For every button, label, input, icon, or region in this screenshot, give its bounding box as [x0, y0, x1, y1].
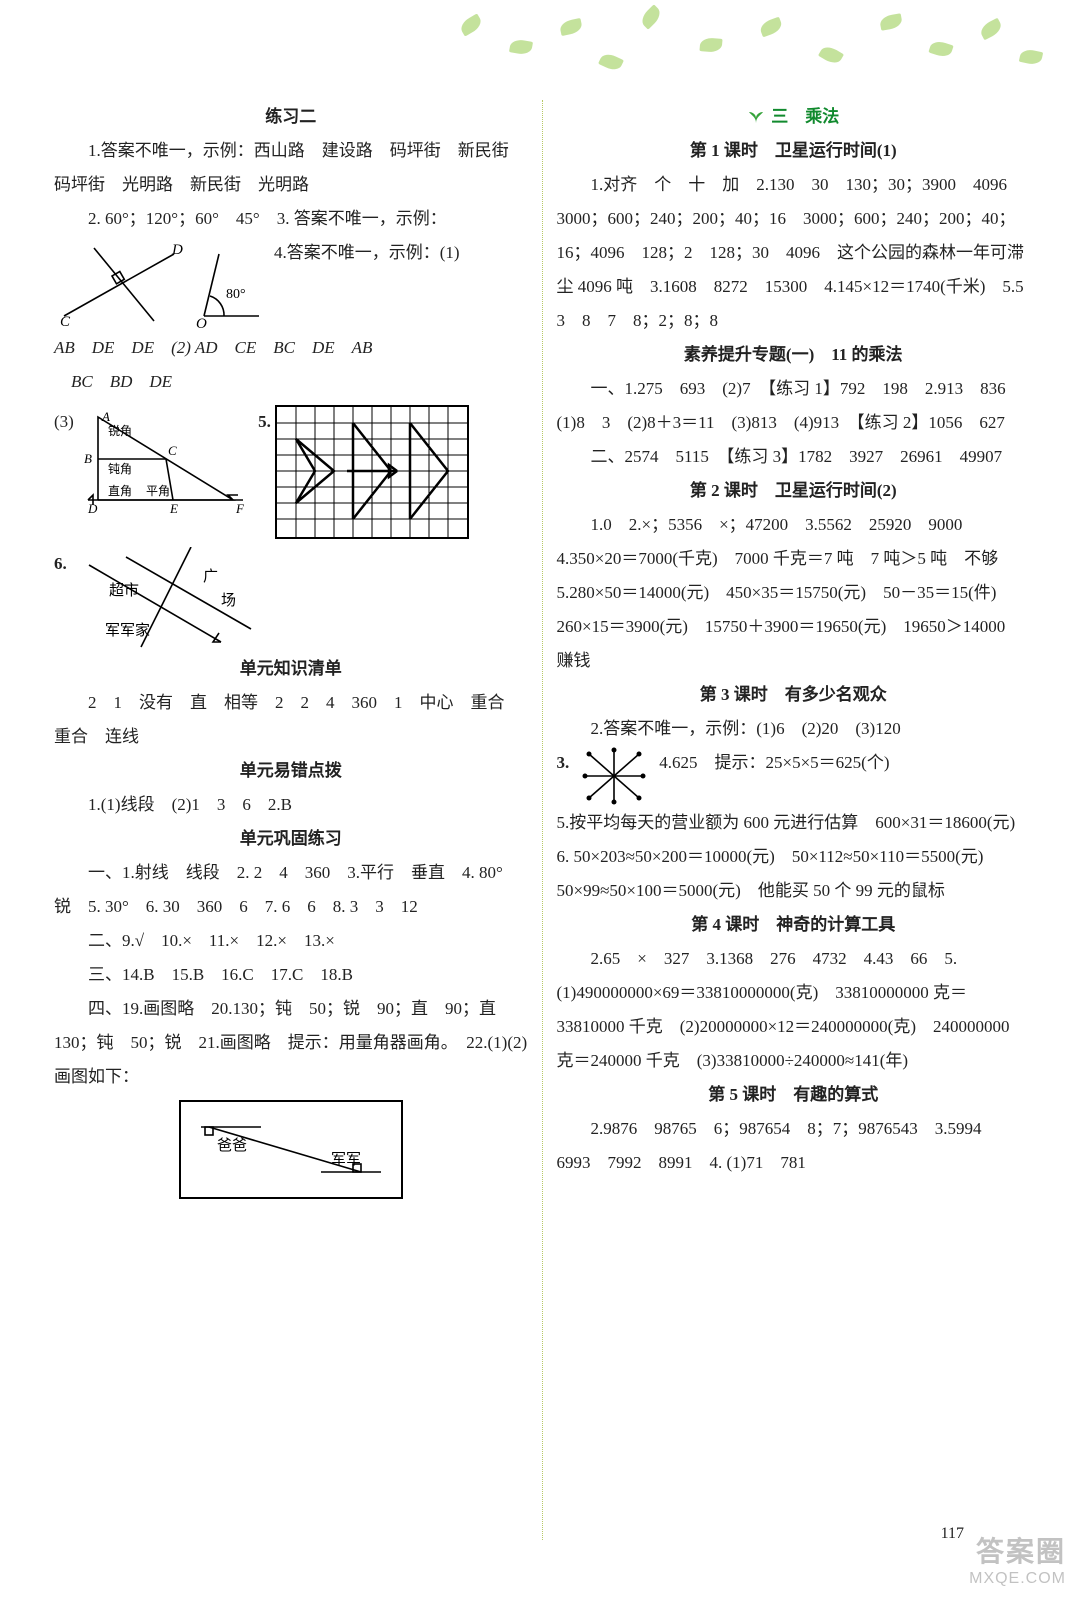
- leaf-icon: [978, 18, 1004, 41]
- label-A: A: [101, 409, 110, 424]
- label-D: D: [171, 242, 183, 258]
- leaf-icon: [598, 51, 624, 73]
- text: BC BD DE: [54, 365, 528, 399]
- unit-title: 三 乘法: [557, 100, 1031, 134]
- label-ping: 平角: [146, 484, 170, 498]
- text: 二、9.√ 10.× 11.× 12.× 13.×: [54, 924, 528, 958]
- text: 5.按平均每天的营业额为 600 元进行估算 600×31＝18600(元) 6…: [557, 806, 1031, 908]
- text: 一、1.275 693 (2)7 【练习 1】792 198 2.913 836…: [557, 372, 1031, 440]
- figure-star: [579, 746, 649, 806]
- figure-grid-arrows: [275, 405, 469, 539]
- figure-star-row: 3. 4.625 提示：25: [557, 746, 1031, 806]
- section-2: 第 2 课时 卫星运行时间(2): [557, 474, 1031, 508]
- label-rui: 锐角: [108, 424, 132, 438]
- text: 1.答案不唯一，示例：西山路 建设路 码坪街 新民街 码坪街 光明路 新民街 光…: [54, 134, 528, 202]
- figure-6-wrap: 6. 超市 军军家 广 场: [54, 547, 528, 652]
- leaf-icon: [758, 17, 783, 38]
- sprout-icon: [747, 101, 765, 115]
- watermark-line1: 答案圈: [969, 1535, 1066, 1569]
- watermark-line2: MXQE.COM: [969, 1569, 1066, 1588]
- figure-market: 超市 军军家 广 场: [71, 547, 271, 652]
- leaf-icon: [699, 37, 722, 53]
- leaf-icon: [879, 13, 903, 31]
- text: 二、2574 5115 【练习 3】1782 3927 26961 49907: [557, 440, 1031, 474]
- label-B: B: [84, 451, 92, 466]
- label-market: 超市: [109, 582, 139, 599]
- label-C: C: [168, 443, 177, 458]
- label-zhi: 直角: [108, 484, 132, 498]
- leaf-icon: [928, 39, 953, 59]
- label-g: 广: [203, 568, 218, 585]
- label-O: O: [196, 316, 207, 331]
- label-C: C: [60, 314, 71, 330]
- page-body: 练习二 1.答案不唯一，示例：西山路 建设路 码坪街 新民街 码坪街 光明路 新…: [40, 100, 1044, 1540]
- unit-title-text: 三 乘法: [771, 107, 839, 126]
- left-column: 练习二 1.答案不唯一，示例：西山路 建设路 码坪街 新民街 码坪街 光明路 新…: [40, 100, 542, 1540]
- label-E: E: [169, 501, 178, 515]
- text: 三、14.B 15.B 16.C 17.C 18.B: [54, 958, 528, 992]
- text: 2.65 × 327 3.1368 276 4732 4.43 66 5. (1…: [557, 942, 1031, 1078]
- figure-5-wrap: 5.: [258, 405, 469, 539]
- text: 2.答案不唯一，示例：(1)6 (2)20 (3)120: [557, 712, 1031, 746]
- label-c: 场: [221, 592, 236, 609]
- leaf-icon: [638, 4, 663, 29]
- figure-22-wrap: 爸爸 军军: [54, 1100, 528, 1199]
- right-column: 三 乘法 第 1 课时 卫星运行时间(1) 1.对齐 个 十 加 2.130 3…: [543, 100, 1045, 1540]
- figure-row-3-5: (3) A B C D: [54, 405, 528, 539]
- label: 6.: [54, 554, 67, 573]
- figure-triangle: A B C D E F 锐角 钝角 直角 平角: [78, 405, 248, 515]
- text: 4.625 提示：25×5×5＝625(个): [659, 746, 1030, 780]
- figure-row-angles: C D O 80° 4.答案不唯一，示例：(1): [54, 236, 528, 331]
- text: 1.(1)线段 (2)1 3 6 2.B: [54, 788, 528, 822]
- leaf-icon: [1019, 48, 1043, 66]
- text: 2 1 没有 直 相等 2 2 4 360 1 中心 重合 重合 连线: [54, 686, 528, 754]
- section-1: 第 1 课时 卫星运行时间(1): [557, 134, 1031, 168]
- watermark: 答案圈 MXQE.COM: [969, 1535, 1066, 1588]
- heading-gonggu: 单元巩固练习: [54, 822, 528, 856]
- leaf-icon: [559, 18, 583, 36]
- text: 四、19.画图略 20.130；钝 50；锐 90；直 90；直 130；钝 5…: [54, 992, 528, 1094]
- section-suyang: 素养提升专题(一) 11 的乘法: [557, 338, 1031, 372]
- label-dad: 爸爸: [217, 1137, 247, 1154]
- text: 一、1.射线 线段 2. 2 4 360 3.平行 垂直 4. 80° 锐 5.…: [54, 856, 528, 924]
- page-number: 117: [941, 1518, 964, 1550]
- figure-angle-lines: C D O 80°: [54, 236, 264, 331]
- text: 1.对齐 个 十 加 2.130 30 130；30；3900 4096 300…: [557, 168, 1031, 338]
- label-dun: 钝角: [108, 462, 132, 476]
- heading-zhishi: 单元知识清单: [54, 652, 528, 686]
- figure-dad-junjun: 爸爸 军军: [179, 1100, 403, 1199]
- text: 4.答案不唯一，示例：(1): [274, 236, 528, 270]
- text: AB DE DE (2) AD CE BC DE AB: [54, 331, 528, 365]
- leaf-icon: [509, 38, 533, 56]
- figure-3-wrap: (3) A B C D: [54, 405, 248, 515]
- label-F: F: [235, 501, 245, 515]
- section-5: 第 5 课时 有趣的算式: [557, 1078, 1031, 1112]
- label: 3.: [557, 746, 570, 780]
- label-D: D: [87, 501, 98, 515]
- label-80deg: 80°: [226, 287, 246, 302]
- label-home: 军军家: [105, 622, 150, 639]
- leaf-icon: [818, 43, 844, 66]
- label: (3): [54, 412, 74, 431]
- heading-yicuo: 单元易错点拨: [54, 754, 528, 788]
- leaf-icon: [458, 13, 484, 36]
- text: 2.9876 98765 6；987654 8；7；9876543 3.5994…: [557, 1112, 1031, 1180]
- label: 5.: [258, 412, 271, 431]
- header-decoration: [0, 0, 1084, 90]
- text: 1.0 2.×；5356 ×；47200 3.5562 25920 9000 4…: [557, 508, 1031, 678]
- label-jj: 军军: [331, 1152, 361, 1168]
- section-3: 第 3 课时 有多少名观众: [557, 678, 1031, 712]
- heading-ex2: 练习二: [54, 100, 528, 134]
- section-4: 第 4 课时 神奇的计算工具: [557, 908, 1031, 942]
- text: 2. 60°；120°；60° 45° 3. 答案不唯一，示例：: [54, 202, 528, 236]
